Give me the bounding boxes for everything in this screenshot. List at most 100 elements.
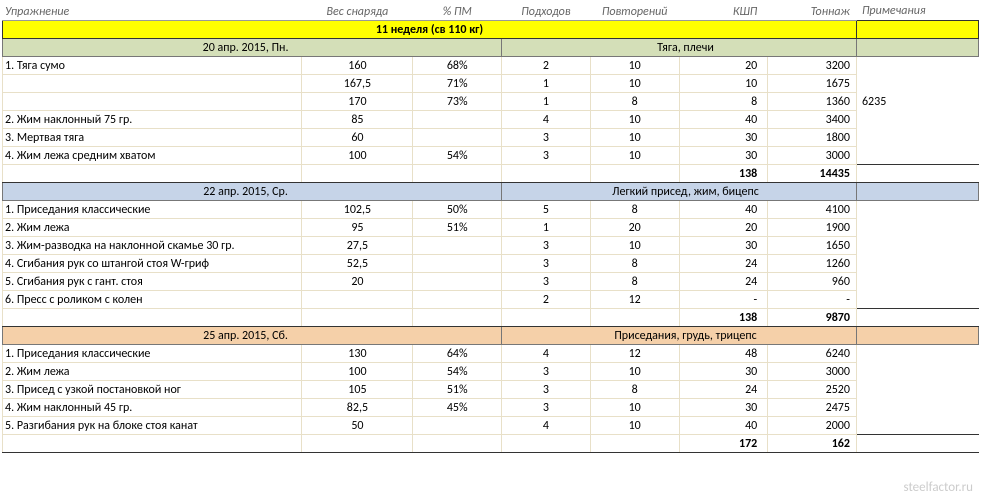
sets-cell: 1: [502, 219, 591, 237]
day-header: 25 апр. 2015, Сб.Приседания, грудь, триц…: [3, 327, 979, 345]
sets-cell: 4: [502, 345, 591, 363]
notes-cell: [856, 273, 978, 291]
sets-cell: 1: [502, 75, 591, 93]
tonnage-cell: 3200: [768, 57, 857, 75]
summary-row: 172162: [3, 435, 979, 453]
exercise-row: 1. Приседания классические102,550%584041…: [3, 201, 979, 219]
exercise-row: 4. Жим наклонный 45 гр.82,545%310302475: [3, 399, 979, 417]
notes-cell: [856, 417, 978, 435]
weight-cell: 160: [302, 57, 413, 75]
pm-cell: [413, 273, 502, 291]
notes-cell: [856, 399, 978, 417]
reps-cell: 10: [590, 417, 679, 435]
notes-cell: [856, 57, 978, 75]
reps-cell: 20: [590, 219, 679, 237]
sets-cell: 3: [502, 273, 591, 291]
exercise-name: [3, 93, 302, 111]
weight-cell: 50: [302, 417, 413, 435]
sets-cell: 3: [502, 237, 591, 255]
sets-cell: 2: [502, 57, 591, 75]
tonnage-cell: 1650: [768, 237, 857, 255]
pm-cell: 45%: [413, 399, 502, 417]
day-desc: Тяга, плечи: [502, 39, 857, 57]
exercise-name: 2. Жим лежа: [3, 363, 302, 381]
kshp-cell: 40: [679, 201, 768, 219]
pm-cell: [413, 237, 502, 255]
sets-cell: 3: [502, 363, 591, 381]
weight-cell: [302, 291, 413, 309]
pm-cell: [413, 111, 502, 129]
tonnage-cell: 2520: [768, 381, 857, 399]
sets-cell: 3: [502, 147, 591, 165]
weight-cell: 52,5: [302, 255, 413, 273]
notes-cell: 6235: [856, 93, 978, 111]
header-reps: Повторений: [590, 3, 679, 21]
exercise-name: 5. Сгибания рук с гант. стоя: [3, 273, 302, 291]
tonnage-cell: 3000: [768, 147, 857, 165]
exercise-name: 4. Сгибания рук со штангой стоя W-гриф: [3, 255, 302, 273]
weight-cell: 60: [302, 129, 413, 147]
notes-cell: [856, 381, 978, 399]
sets-cell: 3: [502, 399, 591, 417]
sets-cell: 4: [502, 417, 591, 435]
exercise-row: 2. Жим наклонный 75 гр.85410403400: [3, 111, 979, 129]
tonnage-cell: 3000: [768, 363, 857, 381]
kshp-cell: 48: [679, 345, 768, 363]
kshp-cell: 30: [679, 363, 768, 381]
tonnage-cell: 4100: [768, 201, 857, 219]
notes-cell: [856, 291, 978, 309]
exercise-row: 3. Мертвая тяга60310301800: [3, 129, 979, 147]
day-date: 22 апр. 2015, Ср.: [3, 183, 502, 201]
reps-cell: 10: [590, 129, 679, 147]
tonnage-cell: -: [768, 291, 857, 309]
watermark: steelfactor.ru: [904, 480, 973, 495]
pm-cell: [413, 255, 502, 273]
pm-cell: 64%: [413, 345, 502, 363]
notes-cell: [856, 237, 978, 255]
sum-tonnage: 9870: [768, 309, 857, 327]
kshp-cell: 40: [679, 417, 768, 435]
day-date: 20 апр. 2015, Пн.: [3, 39, 502, 57]
reps-cell: 10: [590, 75, 679, 93]
pm-cell: 54%: [413, 147, 502, 165]
exercise-row: 5. Разгибания рук на блоке стоя канат504…: [3, 417, 979, 435]
kshp-cell: 20: [679, 57, 768, 75]
tonnage-cell: 2000: [768, 417, 857, 435]
tonnage-cell: 1360: [768, 93, 857, 111]
notes-cell: [856, 201, 978, 219]
exercise-name: 6. Пресс с роликом с колен: [3, 291, 302, 309]
summary-row: 13814435: [3, 165, 979, 183]
exercise-name: 3. Присед с узкой постановкой ног: [3, 381, 302, 399]
kshp-cell: 8: [679, 93, 768, 111]
header-kshp: КШП: [679, 3, 768, 21]
reps-cell: 8: [590, 273, 679, 291]
sets-cell: 3: [502, 255, 591, 273]
kshp-cell: 24: [679, 255, 768, 273]
weight-cell: 85: [302, 111, 413, 129]
weight-cell: 27,5: [302, 237, 413, 255]
exercise-name: 3. Жим-разводка на наклонной скамье 30 г…: [3, 237, 302, 255]
pm-cell: 51%: [413, 219, 502, 237]
header-notes: Примечания: [856, 3, 978, 21]
exercise-name: 1. Приседания классические: [3, 201, 302, 219]
reps-cell: 12: [590, 345, 679, 363]
kshp-cell: 24: [679, 381, 768, 399]
day-date: 25 апр. 2015, Сб.: [3, 327, 502, 345]
sets-cell: 2: [502, 291, 591, 309]
tonnage-cell: 6240: [768, 345, 857, 363]
weight-cell: 82,5: [302, 399, 413, 417]
sum-kshp: 172: [679, 435, 768, 453]
header-tonnage: Тоннаж: [768, 3, 857, 21]
pm-cell: 50%: [413, 201, 502, 219]
exercise-row: 4. Сгибания рук со штангой стоя W-гриф52…: [3, 255, 979, 273]
weight-cell: 167,5: [302, 75, 413, 93]
reps-cell: 8: [590, 93, 679, 111]
notes-cell: [856, 129, 978, 147]
kshp-cell: 10: [679, 75, 768, 93]
day-header: 22 апр. 2015, Ср.Легкий присед, жим, биц…: [3, 183, 979, 201]
pm-cell: 68%: [413, 57, 502, 75]
tonnage-cell: 1900: [768, 219, 857, 237]
exercise-row: 2. Жим лежа10054%310303000: [3, 363, 979, 381]
reps-cell: 8: [590, 255, 679, 273]
sets-cell: 3: [502, 381, 591, 399]
